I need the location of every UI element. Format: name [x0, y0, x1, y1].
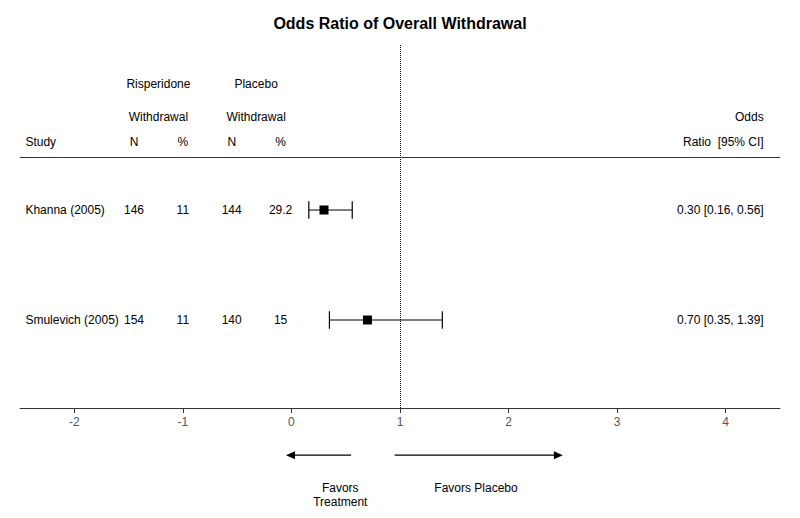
- svg-text:0.30 [0.16, 0.56]: 0.30 [0.16, 0.56]: [677, 203, 764, 217]
- svg-text:Favors: Favors: [322, 481, 359, 495]
- svg-text:Withdrawal: Withdrawal: [129, 110, 188, 124]
- svg-text:Smulevich (2005): Smulevich (2005): [25, 313, 118, 327]
- svg-text:Withdrawal: Withdrawal: [226, 110, 285, 124]
- svg-text:%: %: [178, 135, 189, 149]
- svg-text:Khanna (2005): Khanna (2005): [25, 203, 104, 217]
- svg-text:0.70 [0.35, 1.39]: 0.70 [0.35, 1.39]: [677, 313, 764, 327]
- svg-text:2: 2: [505, 415, 512, 429]
- svg-text:29.2: 29.2: [269, 203, 293, 217]
- svg-text:154: 154: [124, 313, 144, 327]
- svg-text:0: 0: [288, 415, 295, 429]
- svg-text:140: 140: [222, 313, 242, 327]
- svg-text:-2: -2: [69, 415, 80, 429]
- svg-text:11: 11: [177, 203, 190, 217]
- svg-text:Ratio [95% CI]: Ratio [95% CI]: [683, 135, 764, 149]
- svg-text:1: 1: [397, 415, 404, 429]
- svg-text:Odds: Odds: [735, 110, 764, 124]
- svg-text:Study: Study: [25, 135, 56, 149]
- svg-text:N: N: [130, 135, 139, 149]
- svg-text:15: 15: [274, 313, 288, 327]
- svg-text:Odds Ratio of Overall Withdraw: Odds Ratio of Overall Withdrawal: [273, 15, 526, 32]
- svg-text:Placebo: Placebo: [234, 77, 278, 91]
- svg-text:%: %: [275, 135, 286, 149]
- svg-text:144: 144: [222, 203, 242, 217]
- svg-text:11: 11: [177, 313, 190, 327]
- svg-text:4: 4: [722, 415, 729, 429]
- svg-text:N: N: [227, 135, 236, 149]
- svg-text:146: 146: [124, 203, 144, 217]
- svg-text:Favors Placebo: Favors Placebo: [434, 481, 518, 495]
- svg-text:Risperidone: Risperidone: [126, 77, 190, 91]
- svg-text:-1: -1: [178, 415, 189, 429]
- svg-text:3: 3: [614, 415, 621, 429]
- svg-text:Treatment: Treatment: [313, 495, 368, 509]
